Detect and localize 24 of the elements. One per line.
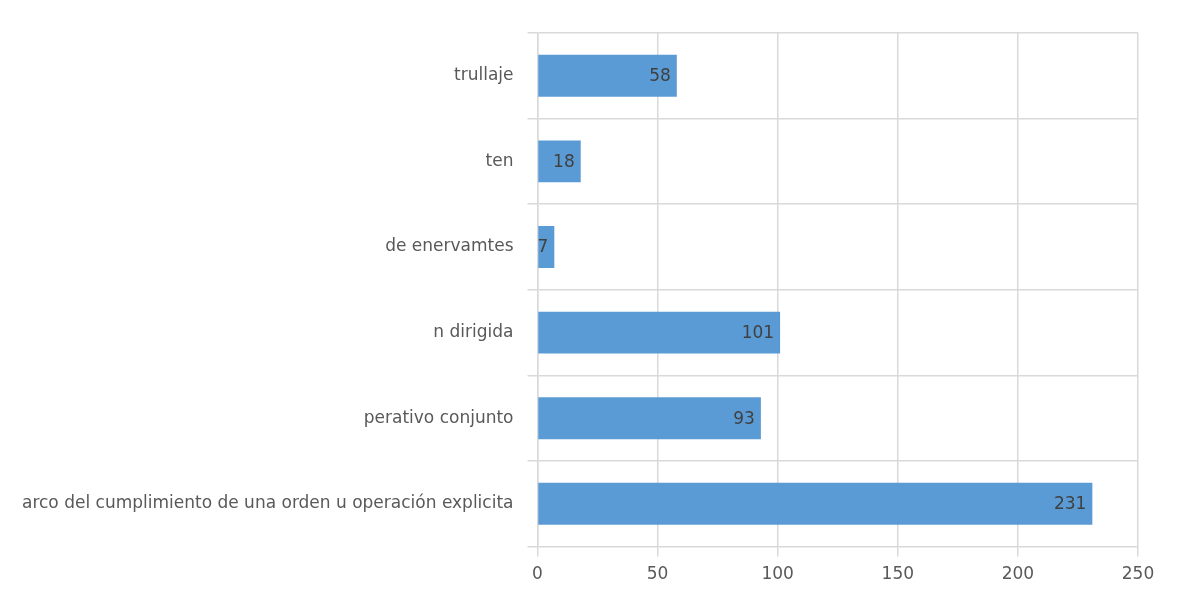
y-tick-label: trullaje [454,64,514,85]
data-label: 101 [741,322,775,343]
y-tick-label: arco del cumplimiento de una orden u operación explicita [21,492,514,513]
bar [538,226,555,268]
bar [538,482,1093,525]
data-label: 231 [1053,493,1087,514]
bar [538,397,761,440]
y-tick-label: de enervamtes [385,235,514,256]
data-label: 93 [733,407,755,428]
bar [538,311,781,354]
data-label: 18 [553,150,575,171]
x-tick-label: 0 [532,563,543,584]
y-tick-label: n dirigida [433,321,514,342]
data-label: 7 [537,236,549,257]
x-tick-label: 250 [1121,563,1155,584]
data-label: 58 [649,65,671,86]
x-tick-label: 50 [646,563,669,584]
y-tick-label: perativo conjunto [363,406,514,427]
y-tick-label: ten [485,149,514,170]
x-tick-label: 150 [881,563,915,584]
bar [538,140,581,183]
x-tick-label: 100 [761,563,794,584]
x-tick-label: 200 [1001,563,1035,584]
bar [538,54,677,97]
